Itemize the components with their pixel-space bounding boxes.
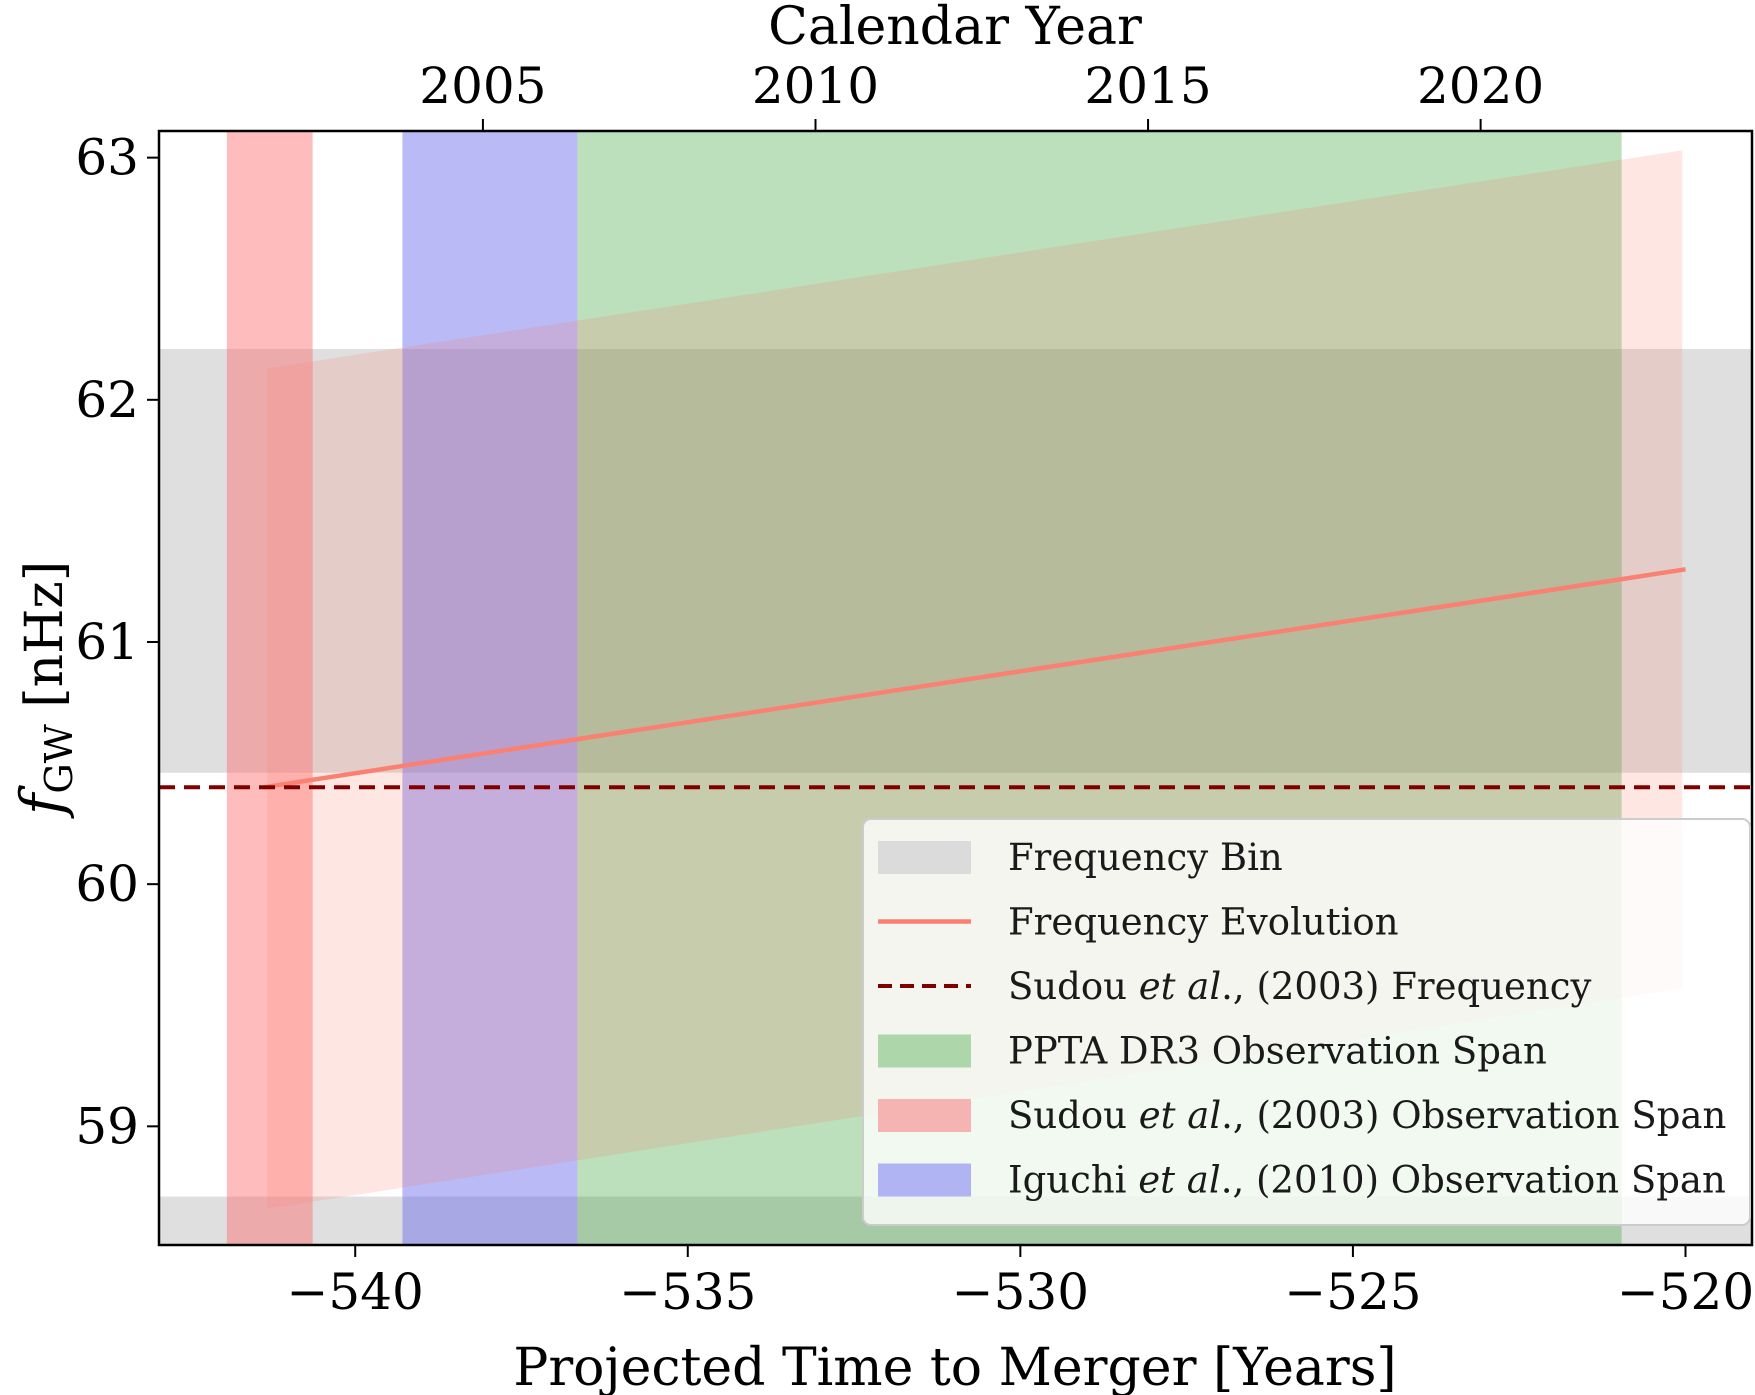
legend-label: Frequency Bin bbox=[1008, 836, 1283, 879]
top-tick-label: 2005 bbox=[419, 57, 546, 115]
x-tick-label: −525 bbox=[1284, 1263, 1421, 1321]
legend-label: Frequency Evolution bbox=[1008, 901, 1399, 944]
y-axis-title: fGW [nHz] bbox=[8, 561, 81, 819]
top-tick-label: 2020 bbox=[1417, 57, 1544, 115]
frequency-bin-0 bbox=[159, 348, 1752, 773]
legend: Frequency Bin Frequency Evolution Sudou et… bbox=[862, 818, 1751, 1226]
legend-box bbox=[862, 818, 1751, 1226]
legend-label: Sudou et al., (2003) Frequency bbox=[1008, 965, 1591, 1008]
top-axis-title: Calendar Year bbox=[768, 0, 1142, 57]
y-tick-label: 62 bbox=[75, 371, 139, 429]
y-tick-label: 63 bbox=[75, 129, 139, 187]
x-axis-title: Projected Time to Merger [Years] bbox=[513, 1338, 1396, 1395]
top-tick-label: 2010 bbox=[752, 57, 879, 115]
x-tick-label: −520 bbox=[1617, 1263, 1754, 1321]
y-tick-label: 59 bbox=[75, 1097, 139, 1155]
legend-swatch bbox=[878, 1163, 971, 1197]
legend-swatch bbox=[878, 841, 971, 874]
x-tick-label: −530 bbox=[952, 1263, 1089, 1321]
axes: −540 −535 −530 −525 −520 63 62 61 60 59 2005 2010 20… bbox=[8, 57, 1754, 1321]
legend-label: Sudou et al., (2003) Observation Span bbox=[1008, 1094, 1726, 1137]
legend-swatch bbox=[878, 1099, 971, 1132]
legend-label: Iguchi et al., (2010) Observation Span bbox=[1008, 1159, 1726, 1202]
x-tick-label: −540 bbox=[287, 1263, 424, 1321]
observation-span-1 bbox=[226, 131, 313, 1245]
observation-span-2 bbox=[402, 131, 578, 1245]
frequency-evolution-line bbox=[263, 567, 1686, 790]
axes-frame bbox=[157, 129, 1754, 1247]
x-tick-label: −535 bbox=[619, 1263, 756, 1321]
top-tick-label: 2015 bbox=[1084, 57, 1211, 115]
y-tick-label: 60 bbox=[75, 855, 139, 913]
y-tick-label: 61 bbox=[75, 613, 139, 671]
legend-label: PPTA DR3 Observation Span bbox=[1008, 1030, 1547, 1073]
legend-swatch bbox=[878, 1034, 971, 1068]
